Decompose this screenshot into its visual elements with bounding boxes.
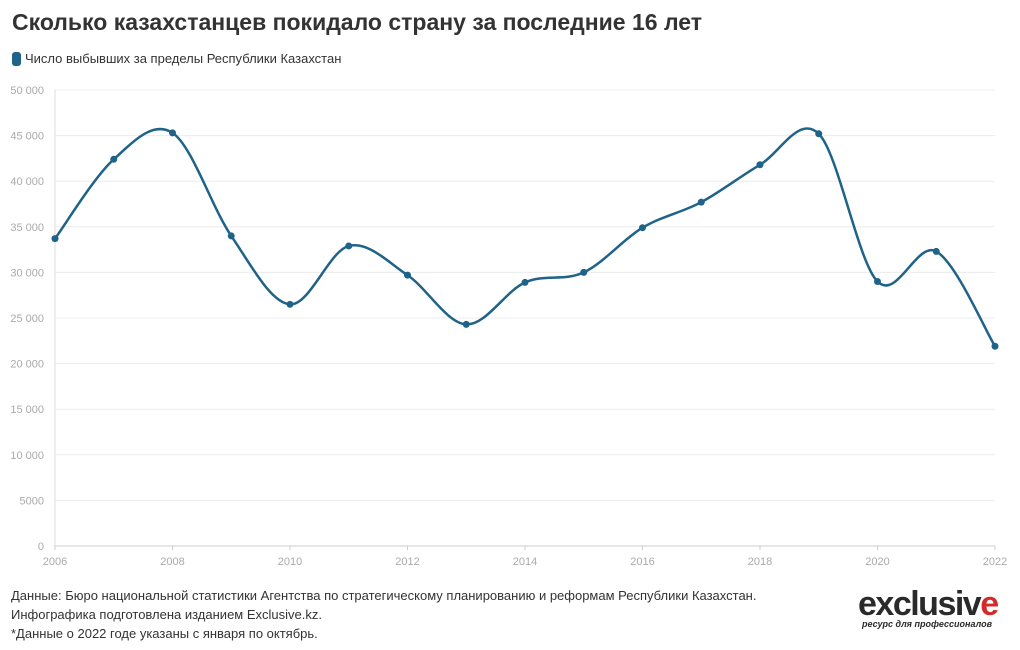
data-point[interactable]	[404, 271, 411, 279]
y-tick-label: 15 000	[10, 404, 44, 416]
y-tick-label: 30 000	[10, 267, 44, 279]
credit-note: Инфографика подготовлена изданием Exclus…	[11, 607, 322, 622]
x-tick-label: 2016	[630, 556, 654, 568]
line-chart: 0 5000 10 000 15 000 20 000 25 000 30 000 35 00…	[10, 85, 1007, 568]
data-point[interactable]	[286, 300, 294, 308]
data-point[interactable]	[227, 232, 235, 240]
y-tick-label: 40 000	[10, 176, 44, 188]
x-tick-label: 2018	[748, 556, 772, 568]
data-point[interactable]	[697, 198, 705, 206]
logo-word-main: exclusiv	[858, 585, 982, 623]
data-point[interactable]	[51, 235, 59, 243]
x-tick-label: 2006	[43, 556, 67, 568]
logo-tagline: ресурс для профессионалов	[862, 619, 993, 629]
series-layer	[51, 127, 999, 350]
y-tick-label: 20 000	[10, 359, 44, 371]
y-axis-ticks: 0 5000 10 000 15 000 20 000 25 000 30 000 35 00…	[10, 85, 44, 553]
x-tick-label: 2014	[513, 556, 537, 568]
data-point[interactable]	[815, 130, 823, 138]
y-tick-label: 10 000	[10, 450, 44, 462]
data-point[interactable]	[462, 320, 470, 328]
legend-label: Число выбывших за пределы Республики Каз…	[25, 51, 342, 66]
x-tick-label: 2020	[865, 556, 889, 568]
legend[interactable]: Число выбывших за пределы Республики Каз…	[12, 51, 341, 66]
y-tick-label: 0	[38, 541, 44, 553]
y-tick-label: 35 000	[10, 222, 44, 234]
x-tick-label: 2022	[983, 556, 1007, 568]
series-line	[53, 127, 997, 347]
logo-word-accent: e	[980, 585, 999, 623]
y-tick-label: 25 000	[10, 313, 44, 325]
y-tick-label: 5000	[20, 495, 44, 507]
period-note: *Данные о 2022 годе указаны с января по …	[11, 626, 318, 641]
data-point[interactable]	[639, 224, 646, 232]
data-point[interactable]	[110, 155, 118, 163]
data-point[interactable]	[991, 342, 999, 350]
data-point[interactable]	[169, 129, 176, 137]
grid-lines	[54, 89, 995, 547]
exclusive-logo: exclusive ресурс для профессионалов	[858, 587, 1012, 629]
x-tick-label: 2012	[395, 556, 419, 568]
footer-notes: Данные: Бюро национальной статистики Аге…	[11, 586, 756, 643]
source-note: Данные: Бюро национальной статистики Аге…	[11, 588, 757, 603]
data-point[interactable]	[874, 278, 881, 286]
logo-word: exclusive	[858, 587, 1012, 621]
data-point[interactable]	[521, 278, 529, 286]
data-point[interactable]	[345, 242, 353, 250]
data-point[interactable]	[756, 161, 764, 169]
x-tick-label: 2010	[278, 556, 302, 568]
y-tick-label: 50 000	[10, 85, 44, 97]
x-tick-label: 2008	[160, 556, 184, 568]
data-point[interactable]	[932, 247, 940, 255]
data-point[interactable]	[580, 268, 588, 276]
legend-swatch	[12, 51, 21, 66]
chart-title: Сколько казахстанцев покидало страну за …	[12, 9, 702, 35]
x-axis-ticks: 2006 2008 2010 2012 2014 2016 2018 2020 2022	[43, 546, 1007, 568]
y-tick-label: 45 000	[10, 131, 44, 143]
